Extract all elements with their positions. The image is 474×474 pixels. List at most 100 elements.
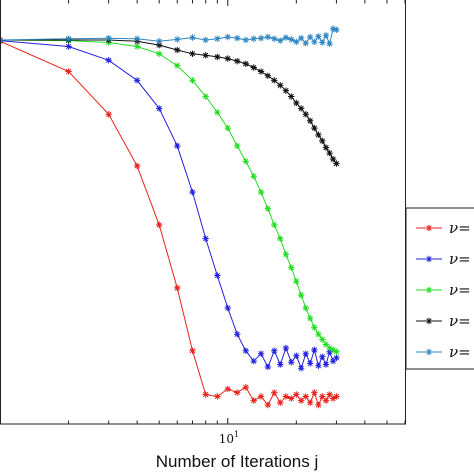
- data-point: [105, 111, 112, 118]
- data-point: [242, 158, 249, 165]
- data-point: [202, 235, 209, 242]
- data-point: [264, 205, 272, 212]
- data-point: [297, 291, 305, 299]
- data-point: [319, 393, 326, 400]
- data-point: [250, 64, 257, 71]
- data-point: [282, 393, 290, 400]
- legend-swatch-marker: [425, 317, 433, 325]
- data-point: [156, 38, 163, 45]
- data-point: [315, 331, 322, 338]
- legend-label: ν=: [449, 250, 471, 268]
- data-point: [329, 395, 337, 402]
- data-point: [156, 41, 163, 49]
- data-point: [257, 393, 265, 400]
- data-point: [326, 40, 333, 48]
- data-point: [214, 35, 221, 42]
- data-point: [329, 155, 337, 163]
- data-point: [277, 361, 284, 368]
- data-point: [271, 77, 278, 84]
- data-point: [65, 35, 72, 42]
- data-point: [297, 105, 305, 112]
- data-point: [311, 389, 318, 396]
- data-point: [319, 137, 326, 145]
- data-point: [224, 304, 231, 312]
- data-point: [233, 389, 241, 396]
- data-point: [322, 397, 330, 404]
- data-point: [257, 68, 265, 75]
- data-point: [302, 111, 309, 118]
- data-point: [282, 251, 290, 258]
- data-point: [297, 34, 305, 42]
- data-point: [293, 278, 300, 285]
- data-point: [224, 33, 231, 41]
- data-point: [288, 359, 295, 366]
- axis-layer: 101: [0, 0, 406, 446]
- data-point: [257, 188, 265, 196]
- data-point: [293, 99, 300, 107]
- data-point: [282, 344, 290, 352]
- series-5: [0, 25, 340, 48]
- data-point: [264, 363, 272, 371]
- data-point: [333, 160, 340, 167]
- data-point: [302, 304, 309, 312]
- data-point: [264, 401, 272, 409]
- data-point: [242, 36, 249, 44]
- legend: ν= ν= ν= ν= ν=: [405, 207, 474, 370]
- series-line: [0, 40, 337, 407]
- data-point: [133, 43, 141, 50]
- data-point: [250, 173, 257, 180]
- data-point: [105, 57, 112, 64]
- data-point: [214, 109, 221, 116]
- data-point: [288, 395, 295, 402]
- data-point: [189, 50, 196, 57]
- data-point: [271, 347, 278, 354]
- data-point: [326, 348, 333, 355]
- data-point: [277, 235, 284, 242]
- data-point: [105, 34, 112, 42]
- data-point: [306, 117, 314, 125]
- data-point: [133, 35, 141, 42]
- data-point: [250, 397, 257, 404]
- data-point: [326, 391, 333, 398]
- data-point: [133, 162, 141, 170]
- data-point: [322, 144, 330, 151]
- data-point: [319, 353, 326, 360]
- data-point: [250, 357, 257, 365]
- data-point: [264, 33, 272, 41]
- data-point: [306, 360, 314, 367]
- data-point: [288, 93, 295, 100]
- data-point: [311, 324, 318, 331]
- data-point: [242, 60, 249, 68]
- legend-box: [405, 207, 474, 370]
- data-point: [282, 34, 290, 41]
- series-4: [0, 36, 340, 167]
- legend-label: ν=: [449, 343, 471, 361]
- data-point: [271, 389, 278, 396]
- data-point: [156, 105, 163, 112]
- data-point: [224, 55, 231, 62]
- legend-label: ν=: [449, 312, 471, 330]
- data-point: [174, 62, 181, 69]
- data-point: [189, 77, 196, 84]
- legend-swatch-marker: [425, 286, 433, 294]
- series-2: [0, 37, 340, 372]
- data-point: [315, 362, 322, 369]
- data-point: [329, 357, 337, 365]
- data-point: [257, 350, 265, 357]
- data-point: [224, 385, 231, 393]
- data-point: [277, 399, 284, 406]
- data-point: [293, 391, 300, 398]
- data-point: [202, 36, 209, 44]
- series-3: [0, 36, 340, 355]
- data-point: [174, 284, 181, 292]
- legend-swatch-marker: [425, 348, 433, 356]
- data-point: [214, 272, 221, 279]
- plot-frame: [0, 0, 406, 425]
- data-point: [297, 397, 305, 404]
- data-point: [288, 36, 295, 43]
- data-point: [333, 393, 340, 400]
- data-point: [174, 46, 181, 54]
- legend-label: ν=: [449, 219, 471, 237]
- data-point: [257, 34, 265, 42]
- data-point: [293, 352, 300, 359]
